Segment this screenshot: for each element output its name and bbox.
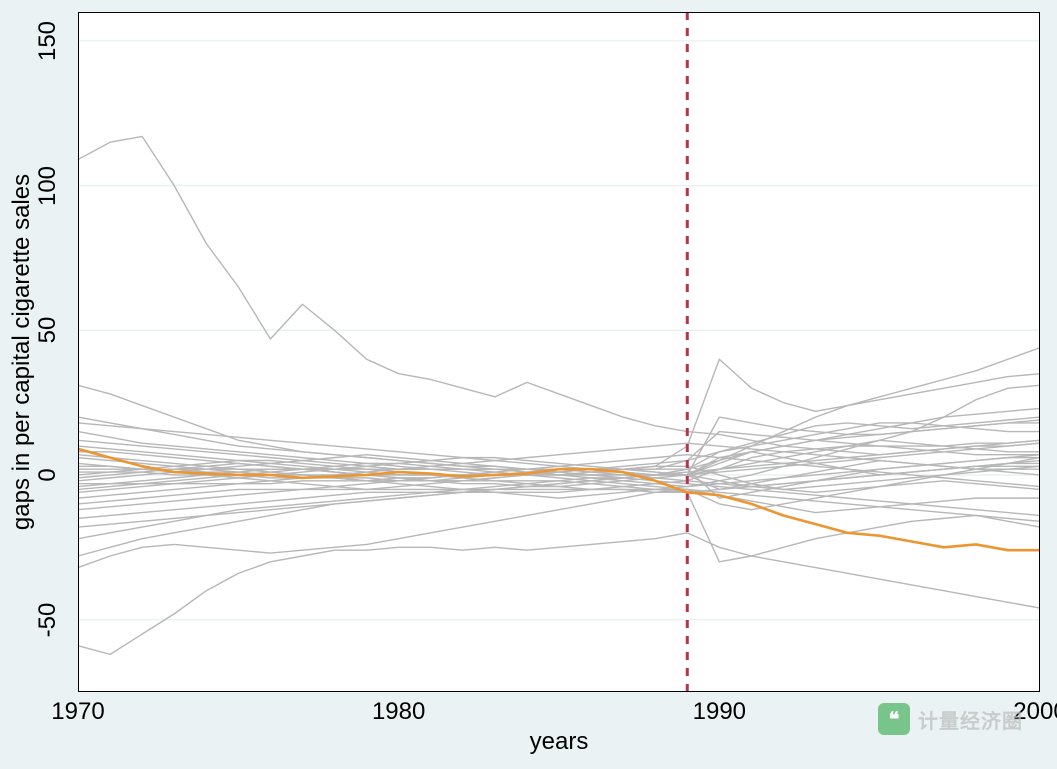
plot-border [79,13,1040,692]
wechat-icon: ❝ [878,703,910,735]
y-tick-label: -50 [34,602,62,637]
y-tick-label: 50 [34,317,62,344]
placebo-lines [78,136,1040,654]
plot-svg [78,12,1040,692]
y-tick-label: 150 [34,21,62,61]
wechat-icon-glyph: ❝ [889,707,900,732]
x-tick-label: 1990 [691,698,747,726]
watermark: ❝ 计量经济圈 [878,703,1023,735]
y-tick-label: 100 [34,166,62,206]
x-axis-label: years [530,728,589,756]
watermark-text: 计量经济圈 [918,705,1023,734]
y-tick-label: 0 [34,468,62,481]
gridlines [78,41,1040,620]
plot-area [78,12,1040,692]
x-tick-label: 1980 [371,698,427,726]
y-axis-label: gaps in per capital cigarette sales [8,174,36,530]
treated-line [78,449,1040,550]
x-tick-label: 1970 [50,698,106,726]
